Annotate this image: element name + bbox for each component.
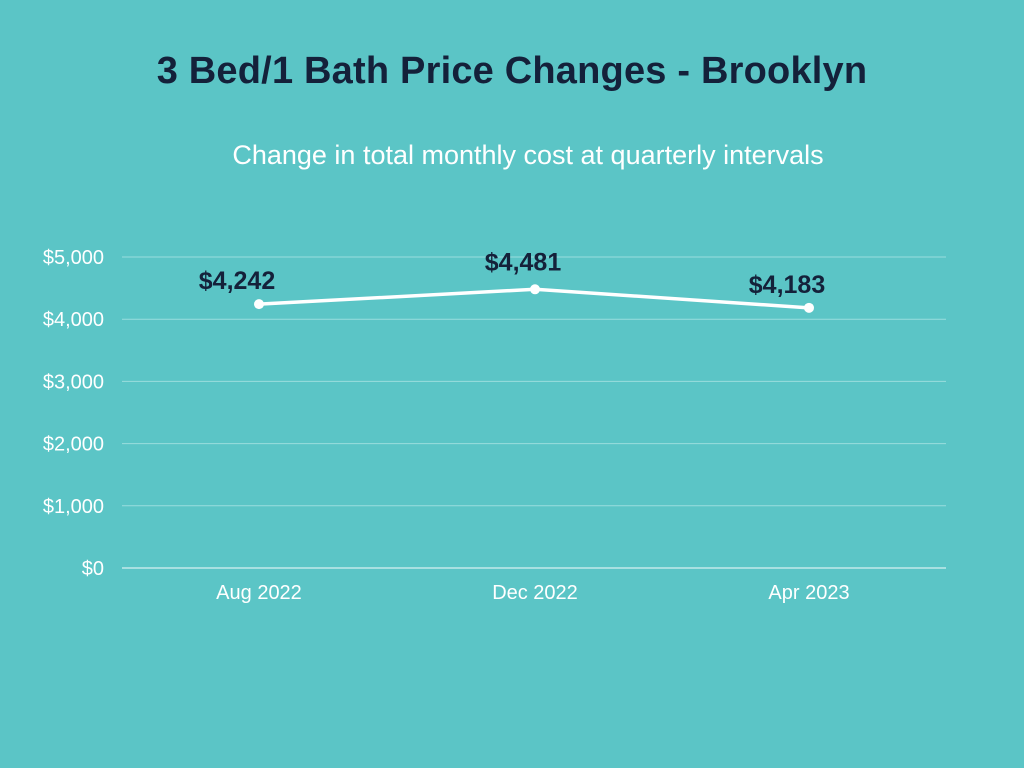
- data-point: [254, 299, 264, 310]
- y-tick-label: $1,000: [43, 496, 104, 518]
- x-axis: Aug 2022 Dec 2022 Apr 2023: [216, 582, 849, 604]
- y-tick-label: $3,000: [43, 371, 104, 393]
- x-tick-label: Apr 2023: [768, 582, 849, 604]
- y-tick-label: $5,000: [43, 247, 104, 269]
- x-tick-label: Aug 2022: [216, 582, 302, 604]
- data-label: $4,242: [199, 267, 275, 295]
- gridlines: [122, 256, 946, 569]
- chart-title: 3 Bed/1 Bath Price Changes - Brooklyn: [156, 50, 868, 92]
- series: [254, 284, 814, 313]
- data-labels: $4,242 $4,481 $4,183: [199, 248, 825, 299]
- chart-subtitle: Change in total monthly cost at quarterl…: [232, 140, 824, 170]
- y-axis: $0 $1,000 $2,000 $3,000 $4,000 $5,000: [43, 247, 104, 580]
- data-label: $4,183: [749, 271, 825, 299]
- y-tick-label: $2,000: [43, 434, 104, 456]
- data-label: $4,481: [485, 248, 562, 276]
- x-tick-label: Dec 2022: [492, 582, 578, 604]
- data-point: [530, 284, 540, 295]
- y-tick-label: $0: [82, 558, 104, 580]
- data-point: [804, 302, 814, 313]
- y-tick-label: $4,000: [43, 309, 104, 331]
